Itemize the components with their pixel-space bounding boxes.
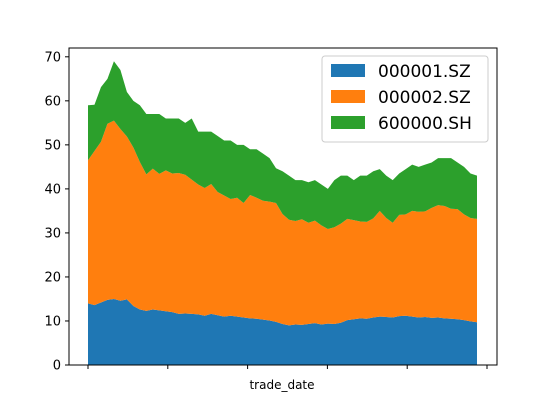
y-tick-label: 20	[44, 270, 61, 285]
x-axis-label: trade_date	[249, 378, 314, 392]
legend-label-000001-sz: 000001.SZ	[378, 62, 471, 82]
y-tick-label: 60	[44, 94, 61, 109]
legend-swatch-000001-sz	[331, 64, 365, 77]
y-tick-label: 70	[44, 50, 61, 65]
legend-label-600000-sh: 600000.SH	[378, 114, 472, 134]
y-tick-label: 40	[44, 182, 61, 197]
y-tick-label: 30	[44, 226, 61, 241]
area-series-600000-sh	[88, 61, 477, 229]
area-series-000002-sz	[88, 120, 477, 326]
area-layer	[88, 61, 477, 365]
axes	[68, 47, 498, 366]
area-series-000001-sz	[88, 298, 477, 365]
legend-swatch-000002-sz	[331, 90, 365, 103]
legend-swatch-600000-sh	[331, 116, 365, 129]
legend: 000001.SZ 000002.SZ 600000.SH	[321, 55, 489, 143]
y-tick-label: 0	[53, 359, 61, 374]
legend-label-000002-sz: 000002.SZ	[378, 88, 471, 108]
y-tick-label: 10	[44, 314, 61, 329]
y-tick-label: 50	[44, 138, 61, 153]
tick-layer: 0 10 20 30 40 50 60 70	[44, 50, 488, 374]
plot-frame	[68, 47, 498, 366]
